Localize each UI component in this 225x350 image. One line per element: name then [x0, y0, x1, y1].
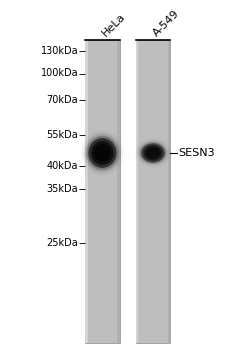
Ellipse shape: [94, 144, 111, 162]
Text: A-549: A-549: [151, 8, 181, 38]
Bar: [168, 40, 171, 343]
Ellipse shape: [146, 147, 160, 159]
Text: 100kDa: 100kDa: [40, 69, 78, 78]
Bar: [117, 40, 120, 343]
Text: 35kDa: 35kDa: [47, 184, 78, 194]
Ellipse shape: [141, 144, 165, 162]
Ellipse shape: [140, 142, 166, 164]
Ellipse shape: [144, 145, 162, 161]
Ellipse shape: [88, 138, 117, 168]
Bar: [85, 40, 120, 343]
Bar: [135, 40, 138, 343]
Bar: [135, 40, 171, 343]
Text: 55kDa: 55kDa: [46, 130, 78, 140]
Ellipse shape: [91, 141, 114, 165]
Ellipse shape: [138, 140, 168, 166]
Ellipse shape: [81, 131, 124, 175]
Text: 25kDa: 25kDa: [46, 238, 78, 248]
Text: 40kDa: 40kDa: [47, 161, 78, 171]
Text: 70kDa: 70kDa: [47, 95, 78, 105]
Text: 130kDa: 130kDa: [40, 46, 78, 56]
Ellipse shape: [86, 136, 119, 170]
Text: HeLa: HeLa: [100, 11, 127, 38]
Ellipse shape: [84, 134, 121, 172]
Bar: [85, 40, 88, 343]
Text: SESN3: SESN3: [178, 148, 215, 158]
Ellipse shape: [135, 139, 171, 167]
